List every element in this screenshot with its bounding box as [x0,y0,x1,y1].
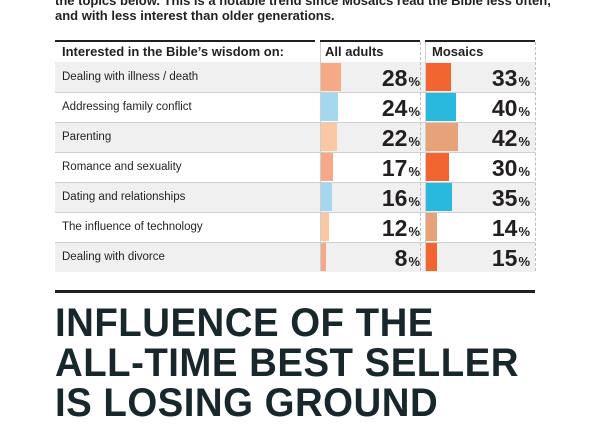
intro-line: the topics below. This is a notable tren… [55,0,551,8]
intro-text: the topics below. This is a notable tren… [55,0,551,23]
value-label: 14% [470,212,530,242]
value-number: 17 [381,155,408,181]
value-label: 17% [360,152,420,182]
row-separator [55,182,535,183]
headline-line: IS LOSING GROUND [55,381,439,425]
row-separator [55,92,535,93]
headline: INFLUENCE OF THE ALL-TIME BEST SELLER IS… [55,303,573,423]
bar-mosaics [426,183,453,211]
bar-all-adults [320,213,329,241]
row-separator [55,212,535,213]
value-unit: % [518,194,530,209]
value-label: 30% [470,152,530,182]
column-separator [320,42,321,271]
value-label: 28% [360,62,420,92]
value-unit: % [518,74,530,89]
row-background [55,242,535,272]
intro-line: and with less interest than older genera… [55,8,335,23]
value-number: 12 [381,215,408,241]
value-label: 15% [470,242,530,272]
value-label: 24% [360,92,420,122]
value-number: 16 [381,185,408,211]
value-unit: % [408,134,420,149]
value-unit: % [518,224,530,239]
headline-line: ALL-TIME BEST SELLER [55,341,519,385]
value-unit: % [518,134,530,149]
bar-all-adults [320,183,332,211]
value-label: 42% [470,122,530,152]
column-separator [425,42,426,271]
row-separator [55,122,535,123]
row-label: The influence of technology [62,221,203,233]
row-background [55,182,535,212]
row-separator [55,242,535,243]
bar-all-adults [320,123,337,151]
value-label: 12% [360,212,420,242]
bar-mosaics [426,153,449,181]
column-dashed-edge [535,42,536,271]
row-label: Dealing with divorce [62,251,165,263]
value-number: 22 [381,125,408,151]
row-label: Romance and sexuality [62,161,182,173]
value-label: 16% [360,182,420,212]
value-number: 28 [381,65,408,91]
header-rule-all-adults [320,40,420,42]
value-number: 8 [394,245,408,271]
header-rule-topics [55,40,315,42]
row-label: Addressing family conflict [62,101,192,113]
value-number: 24 [381,95,408,121]
legend-all-adults: All adults [325,44,384,59]
header-rule-mosaics [425,40,535,42]
bar-all-adults [320,63,341,91]
value-number: 15 [491,245,518,271]
value-label: 35% [470,182,530,212]
row-background [55,62,535,92]
value-number: 35 [491,185,518,211]
bottom-rule [55,290,535,293]
bar-mosaics [426,93,456,121]
legend-mosaics: Mosaics [432,44,484,59]
value-label: 8% [360,242,420,272]
chart-title: Interested in the Bible’s wisdom on: [62,44,284,59]
value-number: 40 [491,95,518,121]
value-unit: % [408,164,420,179]
value-label: 40% [470,92,530,122]
row-label: Parenting [62,131,112,143]
value-unit: % [518,254,530,269]
bar-mosaics [426,213,437,241]
value-unit: % [408,224,420,239]
row-separator [55,152,535,153]
bar-all-adults [320,153,333,181]
value-number: 42 [491,125,518,151]
row-label: Dealing with illness / death [62,71,199,83]
row-label: Dating and relationships [62,191,186,203]
value-number: 33 [491,65,518,91]
value-unit: % [408,194,420,209]
value-label: 33% [470,62,530,92]
value-number: 30 [491,155,518,181]
bar-mosaics [426,243,438,271]
value-label: 22% [360,122,420,152]
value-unit: % [518,164,530,179]
headline-line: INFLUENCE OF THE [55,301,434,345]
bar-all-adults [320,93,338,121]
row-background [55,122,535,152]
value-number: 14 [491,215,518,241]
value-unit: % [408,254,420,269]
value-unit: % [408,104,420,119]
bar-all-adults [320,243,326,271]
value-unit: % [518,104,530,119]
bar-mosaics [426,123,458,151]
bible-interest-chart: Interested in the Bible’s wisdom on: All… [55,40,536,272]
bar-mosaics [426,63,451,91]
value-unit: % [408,74,420,89]
column-dashed-edge [420,42,421,271]
